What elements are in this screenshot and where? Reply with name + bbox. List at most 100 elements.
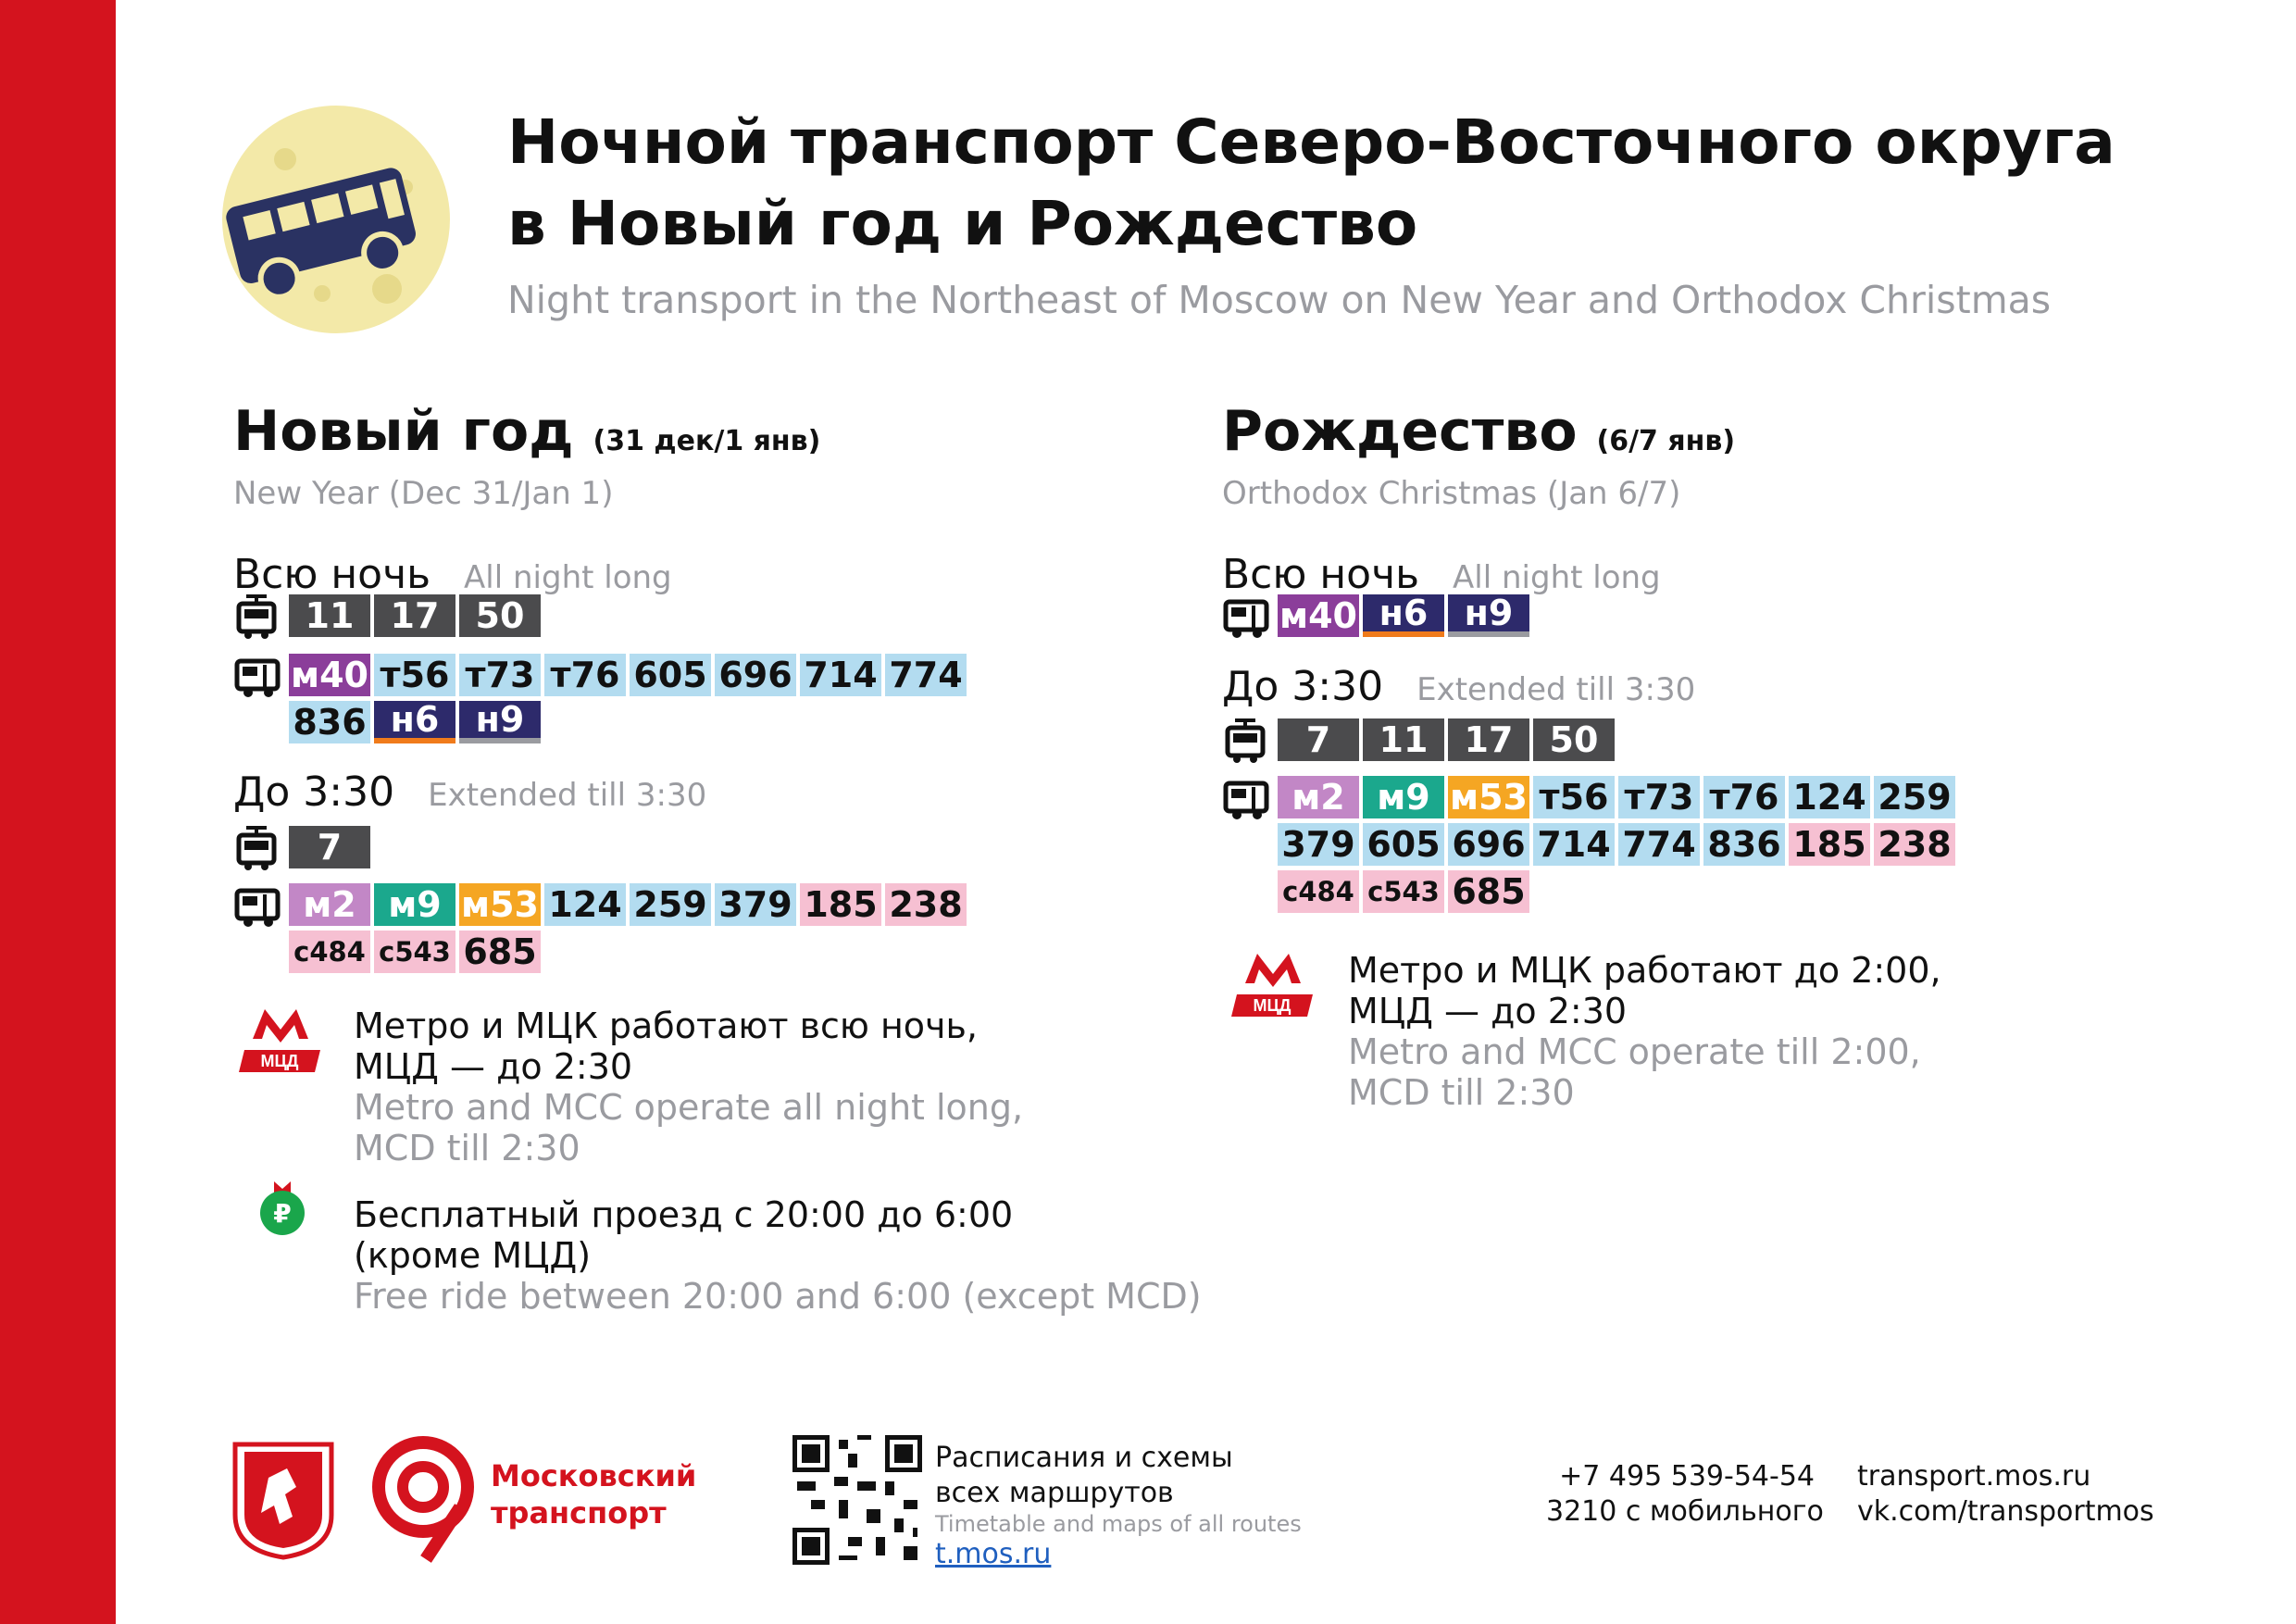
new-year-allnight-label: Всю ночь All night long	[233, 551, 672, 598]
route-tile: 17	[374, 594, 455, 637]
vk-link[interactable]: vk.com/transportmos	[1857, 1495, 2154, 1528]
bus-icon	[234, 888, 281, 927]
christmas-allnight-label: Всю ночь All night long	[1222, 551, 1661, 598]
christmas-extended-trams: 7 11 17 50	[1222, 718, 2028, 766]
route-tile: 774	[1618, 823, 1700, 866]
new-year-column: Новый год (31 дек/1 янв) New Year (Dec 3…	[233, 398, 820, 604]
route-tile: 714	[1533, 823, 1615, 866]
route-tile: 238	[1874, 823, 1955, 866]
new-year-metro-note: Метро и МЦК работают всю ночь, МЦД — до …	[354, 1006, 1024, 1168]
route-tile: 259	[1874, 776, 1955, 818]
route-tile: м53	[459, 883, 541, 926]
svg-text:₽: ₽	[273, 1198, 291, 1229]
route-tile: т73	[1618, 776, 1700, 818]
route-tile: 774	[885, 654, 967, 696]
route-tile: 605	[1363, 823, 1444, 866]
route-tile: 124	[1789, 776, 1870, 818]
bus-route-list: м40 т56 т73 т76 605 696 714 774 836 н6 н…	[289, 654, 1039, 748]
route-tile: с543	[1363, 870, 1444, 913]
bus-route-list: м40 н6 н9	[1278, 593, 2028, 642]
route-tile: 50	[459, 594, 541, 637]
route-tile: 11	[289, 594, 370, 637]
bus-icon	[1223, 599, 1269, 638]
free-ride-icon: ₽	[260, 1181, 305, 1235]
route-tile: м2	[289, 883, 370, 926]
route-tile: 185	[1789, 823, 1870, 866]
route-tile: н9	[459, 699, 541, 743]
bus-route-list: м2 м9 м53 124 259 379 185 238 с484 с543 …	[289, 883, 1039, 978]
route-tile: 696	[1448, 823, 1529, 866]
page-subtitle: Night transport in the Northeast of Mosc…	[507, 278, 2052, 322]
route-tile: 685	[459, 931, 541, 973]
new-year-heading: Новый год (31 дек/1 янв)	[233, 399, 821, 464]
new-year-allnight-buses: м40 т56 т73 т76 605 696 714 774 836 н6 н…	[233, 654, 1039, 748]
christmas-metro-note: Метро и МЦК работают до 2:00, МЦД — до 2…	[1348, 950, 1941, 1113]
route-tile: 185	[800, 883, 881, 926]
route-tile: 259	[630, 883, 711, 926]
route-tile: с484	[289, 931, 370, 973]
phone-info: +7 495 539-54-54 3210 с мобильного	[1546, 1460, 1824, 1528]
website-link[interactable]: transport.mos.ru	[1857, 1460, 2091, 1493]
bus-route-list: м2 м9 м53 т56 т73 т76 124 259 379 605 69…	[1278, 776, 2028, 918]
tram-route-list: 11 17 50	[289, 594, 1039, 642]
route-tile: т76	[1703, 776, 1785, 818]
route-tile: 379	[1278, 823, 1359, 866]
schedules-info: Расписания и схемы всех маршрутов Timeta…	[935, 1442, 1302, 1570]
new-year-allnight-trams: 11 17 50	[233, 594, 1039, 642]
qr-code-icon	[792, 1435, 922, 1565]
left-red-bar	[0, 0, 116, 1624]
route-tile: 17	[1448, 718, 1529, 761]
svg-text:МЦД: МЦД	[261, 1052, 299, 1070]
tram-route-list: 7 11 17 50	[1278, 718, 2028, 766]
route-tile: 238	[885, 883, 967, 926]
route-tile: 379	[715, 883, 796, 926]
new-year-extended-buses: м2 м9 м53 124 259 379 185 238 с484 с543 …	[233, 883, 1039, 978]
route-tile: м40	[289, 654, 370, 696]
christmas-column: Рождество (6/7 янв) Orthodox Christmas (…	[1222, 398, 1735, 604]
route-tile: м9	[374, 883, 455, 926]
bus-icon	[1223, 781, 1269, 819]
route-tile: н6	[374, 699, 455, 743]
new-year-heading-en: New Year (Dec 31/Jan 1)	[233, 475, 614, 512]
route-tile: 7	[289, 826, 370, 868]
tram-icon	[236, 826, 277, 870]
route-tile: м9	[1363, 776, 1444, 818]
new-year-extended-label: До 3:30 Extended till 3:30	[233, 768, 707, 816]
route-tile: 836	[289, 701, 370, 743]
svg-text:МЦД: МЦД	[1254, 996, 1292, 1015]
route-tile: 836	[1703, 823, 1785, 866]
route-tile: м2	[1278, 776, 1359, 818]
route-tile: т76	[544, 654, 626, 696]
new-year-extended-trams: 7	[233, 826, 1039, 873]
tram-route-list: 7	[289, 826, 1039, 873]
free-ride-note: Бесплатный проезд с 20:00 до 6:00 (кроме…	[354, 1194, 1202, 1317]
moscow-transport-logo-icon	[372, 1436, 474, 1563]
moscow-coat-of-arms-icon	[232, 1442, 334, 1560]
christmas-extended-buses: м2 м9 м53 т56 т73 т76 124 259 379 605 69…	[1222, 776, 2028, 918]
bus-icon	[234, 658, 281, 697]
route-tile: м40	[1278, 594, 1359, 637]
metro-mcd-icon: МЦД	[1231, 954, 1313, 1017]
route-tile: н9	[1448, 593, 1529, 637]
route-tile: 714	[800, 654, 881, 696]
route-tile: 124	[544, 883, 626, 926]
christmas-extended-label: До 3:30 Extended till 3:30	[1222, 663, 1696, 710]
route-tile: т73	[459, 654, 541, 696]
route-tile: н6	[1363, 593, 1444, 637]
route-tile: 7	[1278, 718, 1359, 761]
moon-bus-icon	[222, 106, 450, 333]
tram-icon	[236, 594, 277, 639]
route-tile: 50	[1533, 718, 1615, 761]
route-tile: 696	[715, 654, 796, 696]
tram-icon	[1225, 718, 1266, 763]
route-tile: 605	[630, 654, 711, 696]
schedules-link[interactable]: t.mos.ru	[935, 1538, 1052, 1570]
route-tile: т56	[374, 654, 455, 696]
web-links: transport.mos.ru vk.com/transportmos	[1857, 1459, 2154, 1530]
route-tile: 685	[1448, 870, 1529, 913]
christmas-heading-en: Orthodox Christmas (Jan 6/7)	[1222, 475, 1681, 512]
route-tile: 11	[1363, 718, 1444, 761]
page-title: Ночной транспорт Северо-Восточного округ…	[507, 106, 2115, 259]
route-tile: м53	[1448, 776, 1529, 818]
route-tile: с543	[374, 931, 455, 973]
